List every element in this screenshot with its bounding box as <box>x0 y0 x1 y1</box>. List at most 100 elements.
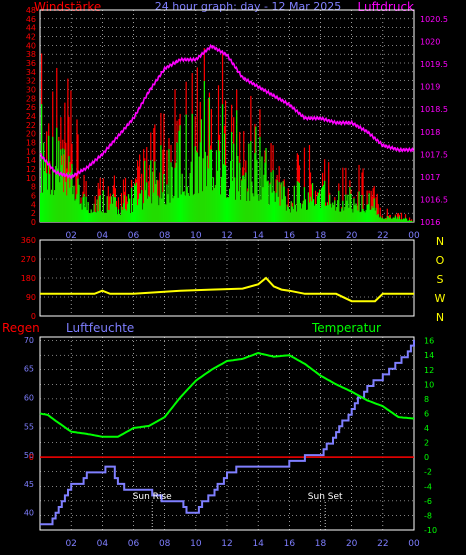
avg-bar <box>125 210 128 222</box>
temp-x-tick-08: 08 <box>159 539 171 549</box>
avg-bar <box>106 196 108 222</box>
avg-bar <box>74 200 76 222</box>
pressure-y-tick-1019.5: 1019.5 <box>420 60 448 69</box>
avg-bar <box>408 220 411 222</box>
avg-bar <box>129 213 132 222</box>
gust-bar <box>70 90 72 222</box>
avg-bar <box>165 204 167 222</box>
avg-bar <box>54 190 56 222</box>
gust-bar <box>408 217 411 222</box>
avg-bar <box>110 196 112 222</box>
avg-bar <box>296 181 298 222</box>
temp-y-tick-16: 16 <box>424 337 434 346</box>
wind-y-tick-8: 8 <box>31 183 36 192</box>
avg-bar <box>99 195 101 222</box>
avg-bar <box>143 203 145 222</box>
avg-bar <box>66 195 68 222</box>
wind-x-tick-02: 02 <box>65 231 76 241</box>
avg-bar <box>156 179 158 222</box>
avg-bar <box>108 210 110 222</box>
avg-bar <box>334 200 336 222</box>
wind-y-tick-14: 14 <box>26 156 36 165</box>
avg-bar <box>261 156 263 222</box>
avg-bar <box>255 126 257 222</box>
avg-bar <box>57 168 59 222</box>
avg-bar <box>84 207 86 222</box>
chart-title: 24 hour graph: day - 12 Mar 2025 <box>155 0 342 13</box>
gust-bar <box>308 144 311 222</box>
temp-x-tick-12: 12 <box>221 539 232 549</box>
wind-y-tick-30: 30 <box>26 86 36 95</box>
avg-bar <box>42 192 44 222</box>
avg-bar <box>216 170 219 222</box>
avg-bar <box>211 190 214 222</box>
avg-bar <box>120 206 123 222</box>
avg-bar <box>53 195 55 222</box>
avg-bar <box>332 202 334 222</box>
avg-bar <box>290 201 292 222</box>
humidity-y-tick-45: 45 <box>24 480 34 489</box>
temp-x-tick-20: 20 <box>346 539 358 549</box>
avg-bar <box>70 172 72 222</box>
avg-bar <box>58 140 60 222</box>
avg-bar <box>407 220 410 222</box>
avg-bar <box>395 218 398 222</box>
avg-bar <box>195 151 197 222</box>
wind-y-tick-16: 16 <box>26 147 36 156</box>
avg-bar <box>302 200 305 222</box>
dir-y-tick-270: 270 <box>21 255 36 264</box>
gust-bar <box>400 212 403 222</box>
wind-x-tick-10: 10 <box>190 231 202 241</box>
wind-y-tick-32: 32 <box>26 77 36 86</box>
avg-bar <box>186 186 188 222</box>
avg-bar <box>40 192 42 222</box>
avg-bar <box>222 164 225 222</box>
temp-x-tick-00: 00 <box>408 539 420 549</box>
avg-bar <box>358 191 360 222</box>
avg-bar <box>145 190 147 222</box>
avg-bar <box>179 125 181 222</box>
avg-bar <box>307 192 310 222</box>
wind-x-tick-04: 04 <box>97 231 109 241</box>
avg-bar <box>293 185 295 222</box>
avg-bar <box>371 205 373 222</box>
avg-bar <box>351 208 353 222</box>
avg-bar <box>217 140 220 222</box>
avg-bar <box>123 195 126 222</box>
wind-y-tick-10: 10 <box>26 174 36 183</box>
gust-bar <box>376 193 378 222</box>
avg-bar <box>63 192 65 222</box>
wind-title: Windstärke <box>34 0 101 14</box>
avg-bar <box>146 182 148 222</box>
avg-bar <box>45 160 47 222</box>
avg-bar <box>142 209 144 222</box>
avg-bar <box>218 150 221 222</box>
avg-bar <box>381 217 383 222</box>
avg-bar <box>55 166 57 222</box>
avg-bar <box>104 212 106 222</box>
gust-bar <box>159 172 161 222</box>
avg-bar <box>75 199 77 222</box>
wind-y-tick-4: 4 <box>31 200 36 209</box>
avg-bar <box>167 194 169 222</box>
avg-bar <box>368 193 370 222</box>
avg-bar <box>403 218 406 222</box>
avg-bar <box>383 219 385 222</box>
wind-y-tick-34: 34 <box>26 68 36 77</box>
avg-bar <box>299 203 301 222</box>
wind-y-tick-36: 36 <box>26 59 36 68</box>
avg-bar <box>311 183 314 222</box>
gust-bar <box>224 100 227 222</box>
avg-bar <box>317 192 320 222</box>
avg-bar <box>61 164 63 222</box>
avg-bar <box>91 213 93 222</box>
avg-bar <box>64 149 66 222</box>
avg-bar <box>81 209 83 222</box>
gust-bar <box>162 149 164 222</box>
pressure-y-tick-1017.5: 1017.5 <box>420 150 448 159</box>
avg-bar <box>223 133 226 222</box>
gust-bar <box>149 164 151 222</box>
avg-bar <box>339 211 341 222</box>
avg-bar <box>409 220 412 222</box>
avg-bar <box>207 168 210 222</box>
